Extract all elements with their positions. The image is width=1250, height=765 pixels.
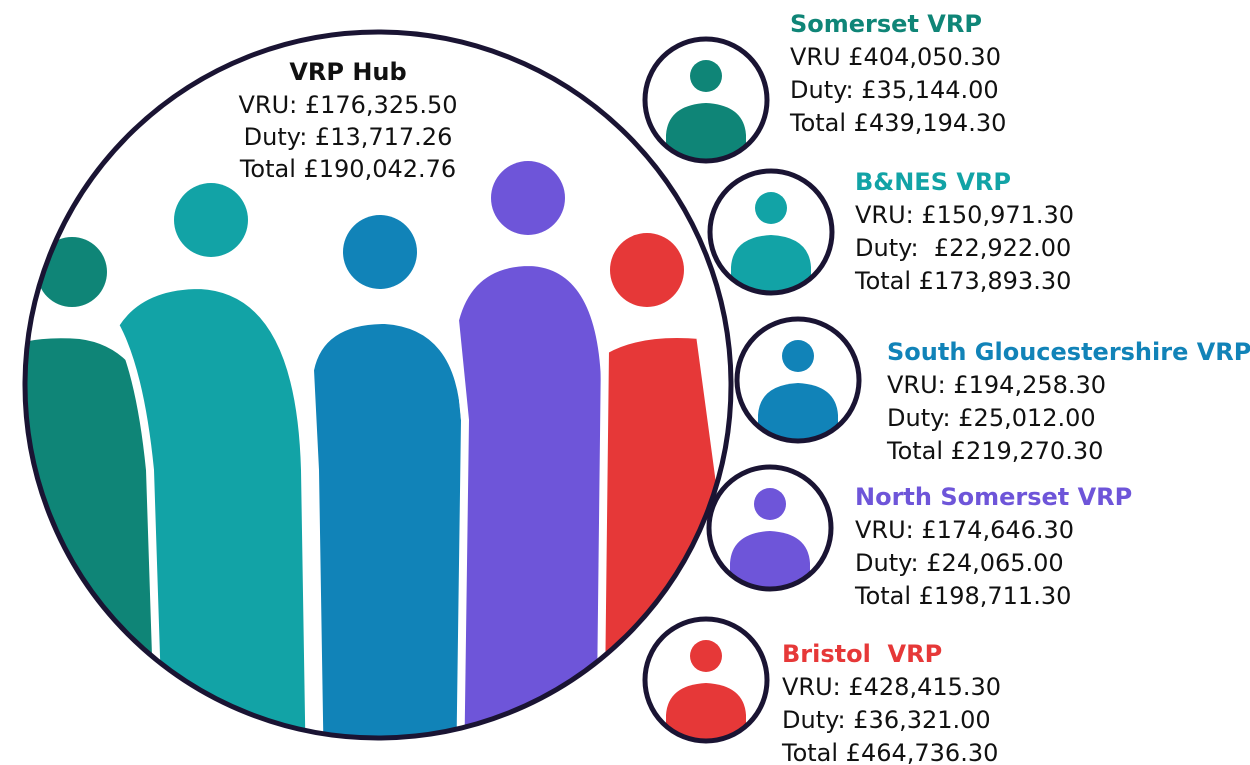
node-line: Total £219,270.30 xyxy=(886,437,1103,465)
node-line: VRU £404,050.30 xyxy=(790,43,1001,71)
person-head xyxy=(690,60,722,92)
person-head xyxy=(754,488,786,520)
node-circle xyxy=(734,316,862,444)
node-line: Duty: £24,065.00 xyxy=(855,549,1064,577)
node-line: Duty: £36,321.00 xyxy=(782,706,991,734)
person-body xyxy=(758,383,838,441)
person-body xyxy=(666,103,746,161)
node-line: Duty: £25,012.00 xyxy=(887,404,1096,432)
node-circle xyxy=(642,616,770,744)
person-head xyxy=(782,340,814,372)
hub-title: VRP Hub xyxy=(289,58,406,86)
node-line: Total £198,711.30 xyxy=(854,582,1071,610)
node-line: Total £464,736.30 xyxy=(781,739,998,765)
node-line: VRU: £174,646.30 xyxy=(855,516,1074,544)
person-icon xyxy=(731,192,811,293)
node-title: Bristol VRP xyxy=(782,640,942,668)
node-title: North Somerset VRP xyxy=(855,483,1132,511)
node-circle xyxy=(707,168,835,296)
person-icon xyxy=(758,340,838,441)
hub-line: Duty: £13,717.26 xyxy=(244,123,453,151)
node-circle xyxy=(642,36,770,164)
person-body xyxy=(731,235,811,293)
node-circle xyxy=(706,464,834,592)
node-line: Duty: £35,144.00 xyxy=(790,76,999,104)
person-head xyxy=(755,192,787,224)
person-icon xyxy=(666,640,746,741)
person-icon xyxy=(666,60,746,161)
person-body xyxy=(666,683,746,741)
node-title: B&NES VRP xyxy=(855,168,1011,196)
node-line: Total £439,194.30 xyxy=(789,109,1006,137)
node-title: South Gloucestershire VRP xyxy=(887,338,1250,366)
node-line: VRU: £150,971.30 xyxy=(855,201,1074,229)
node-line: Duty: £22,922.00 xyxy=(855,234,1071,262)
hub-line: Total £190,042.76 xyxy=(239,155,456,183)
hub-circle xyxy=(22,29,734,741)
node-title: Somerset VRP xyxy=(790,10,982,38)
node-line: Total £173,893.30 xyxy=(854,267,1071,295)
node-line: VRU: £194,258.30 xyxy=(887,371,1106,399)
person-icon xyxy=(730,488,810,589)
hub-line: VRU: £176,325.50 xyxy=(238,91,457,119)
person-head xyxy=(690,640,722,672)
node-line: VRU: £428,415.30 xyxy=(782,673,1001,701)
person-body xyxy=(730,531,810,589)
